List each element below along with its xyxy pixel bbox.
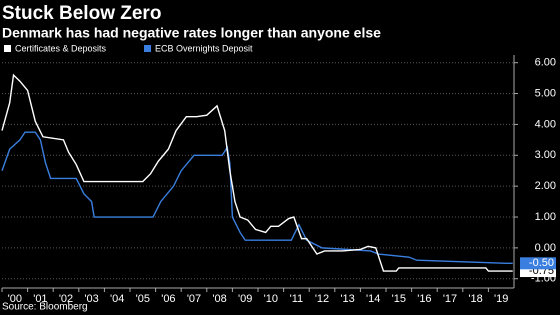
x-tick-label: '08 (212, 293, 226, 305)
x-tick-label: '06 (161, 293, 175, 305)
chart-title: Stuck Below Zero (2, 3, 161, 24)
end-label: -0.50 (529, 257, 554, 269)
x-tick-label: '09 (238, 293, 252, 305)
y-tick-label: 3.00 (535, 149, 556, 161)
series-line (1, 131, 513, 265)
x-tick-label: '01 (33, 293, 47, 305)
x-tick-label: '16 (417, 293, 431, 305)
x-tick-label: '14 (366, 293, 380, 305)
legend-swatch (4, 45, 11, 52)
chart-subtitle: Denmark has had negative rates longer th… (2, 25, 381, 41)
x-tick-label: '12 (315, 293, 329, 305)
y-tick-label: 6.00 (535, 57, 556, 69)
x-tick-label: '19 (494, 293, 508, 305)
legend-label: Certificates & Deposits (15, 43, 107, 53)
x-tick-label: '00 (8, 293, 22, 305)
x-tick-label: '11 (290, 293, 304, 305)
x-tick-label: '10 (264, 293, 278, 305)
legend-swatch (144, 45, 151, 52)
y-tick-label: 2.00 (535, 180, 556, 192)
y-tick-label: 4.00 (535, 118, 556, 130)
y-tick-label: 1.00 (535, 211, 556, 223)
legend-label: ECB Overnights Deposit (155, 43, 253, 53)
end-label-box (520, 257, 556, 270)
x-tick-label: '03 (84, 293, 98, 305)
x-tick-label: '17 (443, 293, 457, 305)
x-tick-label: '05 (136, 293, 150, 305)
x-tick-label: '07 (187, 293, 201, 305)
series-line (1, 73, 513, 272)
x-tick-label: '18 (468, 293, 482, 305)
source: Source: Bloomberg (2, 302, 88, 313)
x-tick-label: '15 (392, 293, 406, 305)
x-tick-label: '04 (110, 293, 124, 305)
x-tick-label: '13 (340, 293, 354, 305)
y-tick-label: 5.00 (535, 87, 556, 99)
y-tick-label: 0.00 (535, 242, 556, 254)
x-tick-label: '02 (59, 293, 73, 305)
